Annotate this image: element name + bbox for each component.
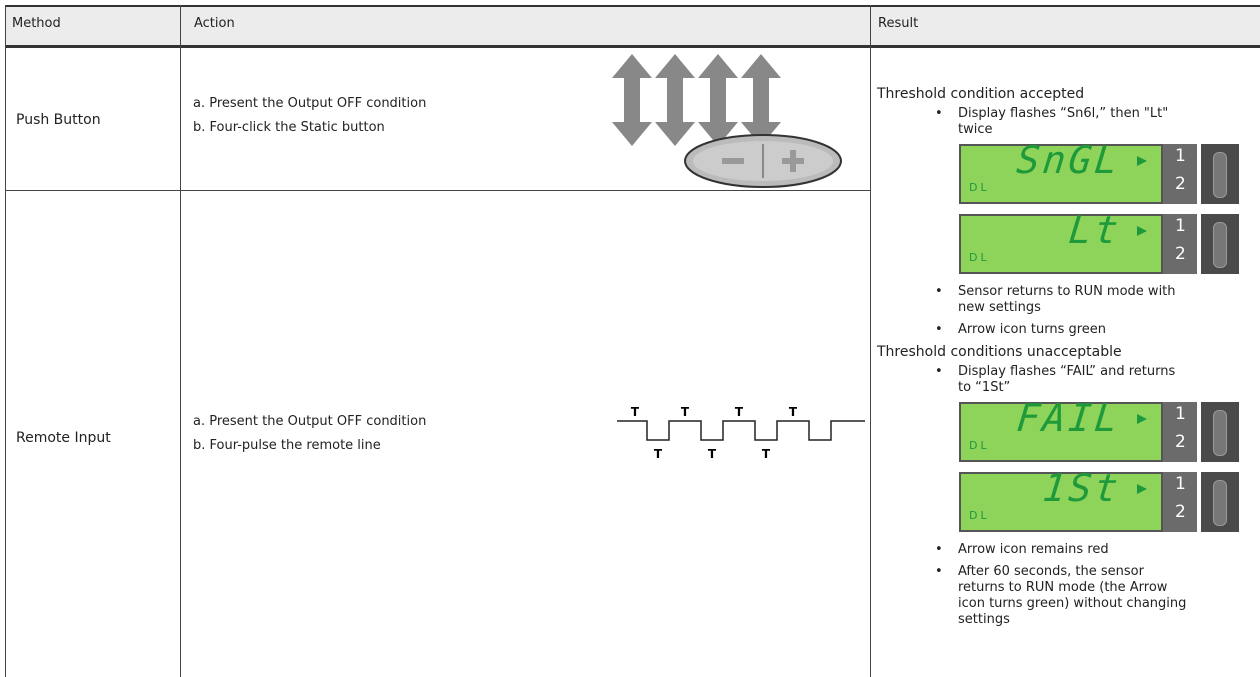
method: Push Button [16, 112, 101, 128]
pulse-label: T [762, 447, 771, 461]
action: b. Four-pulse the remote line [193, 438, 381, 453]
channel-label: 2 [1175, 502, 1186, 522]
push-button-icon [612, 54, 842, 188]
bullet-item: Arrow icon turns green [935, 322, 1188, 338]
readout: 1St [1041, 466, 1124, 510]
channel-label: 1 [1175, 216, 1186, 236]
arrow-icon [1137, 414, 1147, 424]
action: a. Present the Output OFF condition [193, 96, 427, 111]
channel-label: 1 [1175, 404, 1186, 424]
pulse-label: T [654, 447, 663, 461]
lcd: Lt DL [959, 208, 1163, 274]
method: Remote Input [16, 430, 111, 446]
channel-label: 2 [1175, 174, 1186, 194]
section-heading: Threshold conditions unacceptable [877, 344, 1122, 360]
bullet-item: After 60 seconds, the sensor returns to … [935, 564, 1188, 628]
readout: Lt [1066, 208, 1124, 252]
header-cell: Result [878, 16, 919, 31]
display-tag: DL [969, 509, 990, 522]
rocker-knob [1213, 152, 1227, 198]
lcd: FAIL DL [959, 396, 1163, 462]
bullet-item: Arrow icon remains red [935, 542, 1188, 558]
channel-label: 1 [1175, 474, 1186, 494]
display-tag: DL [969, 181, 990, 194]
readout: FAIL [1015, 396, 1124, 440]
rocker-knob [1213, 222, 1227, 268]
action: a. Present the Output OFF condition [193, 414, 427, 429]
rocker [1201, 214, 1239, 274]
arrow-icon [1137, 484, 1147, 494]
rocker [1201, 402, 1239, 462]
sensor-display: SnGL DL 1 2 [959, 138, 1239, 204]
header-band [5, 5, 1260, 48]
display-tag: DL [969, 439, 990, 452]
sensor-display: 1St DL 1 2 [959, 466, 1239, 532]
section-heading: Threshold condition accepted [877, 86, 1085, 102]
pulse-label: T [708, 447, 717, 461]
rocker [1201, 472, 1239, 532]
sensor-display: FAIL DL 1 2 [959, 396, 1239, 462]
lcd: SnGL DL [959, 138, 1163, 204]
channel-label: 2 [1175, 432, 1186, 452]
header-cell: Action [194, 16, 235, 31]
pulse-label: T [735, 405, 744, 419]
readout: SnGL [1015, 138, 1124, 182]
channel-label: 1 [1175, 146, 1186, 166]
display-tag: DL [969, 251, 990, 264]
arrow-icon [1137, 156, 1147, 166]
pulse-label: T [681, 405, 690, 419]
channel-label: 2 [1175, 244, 1186, 264]
action: b. Four-click the Static button [193, 120, 385, 135]
header-cell: Method [12, 16, 61, 31]
pulse-label: T [789, 405, 798, 419]
bullet-item: Sensor returns to RUN mode with new sett… [935, 284, 1188, 316]
pulse-label: T [631, 405, 640, 419]
rocker-knob [1213, 480, 1227, 526]
rocker-knob [1213, 410, 1227, 456]
pulse-diagram: T T T T T T T [617, 405, 865, 461]
lcd: 1St DL [959, 466, 1163, 532]
rocker [1201, 144, 1239, 204]
result-cell: Threshold condition accepted Display flas… [877, 86, 1247, 634]
bullet-item: Display flashes “FAIL” and returns to “1… [935, 364, 1188, 396]
sensor-display: Lt DL 1 2 [959, 208, 1239, 274]
arrow-icon [1137, 226, 1147, 236]
bullet-item: Display flashes “Sn6l,” then "Lt" twice [935, 106, 1188, 138]
